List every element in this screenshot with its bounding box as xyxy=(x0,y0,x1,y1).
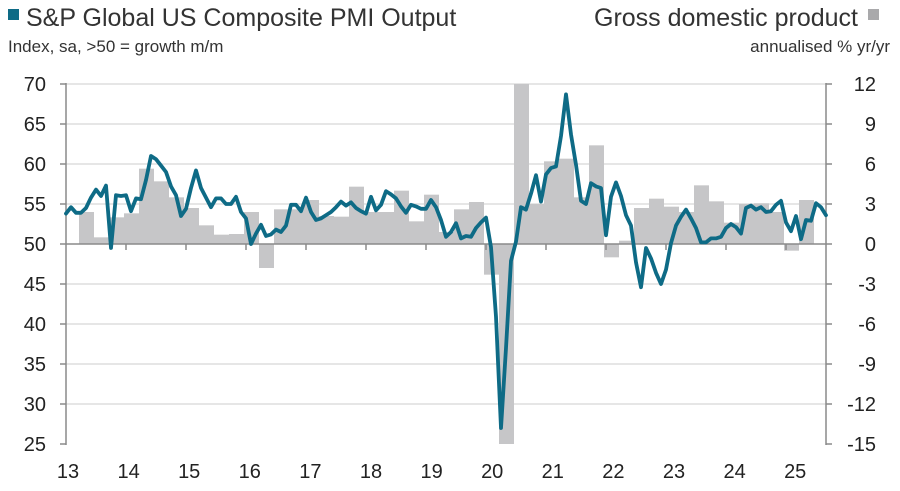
right-axis-subtitle: annualised % yr/yr xyxy=(750,37,890,56)
gdp-bar xyxy=(544,161,559,244)
right-y-tick-label: 9 xyxy=(865,114,876,136)
left-y-tick-label: 35 xyxy=(24,354,46,376)
left-y-tick-label: 50 xyxy=(24,234,46,256)
gdp-bar xyxy=(304,200,319,244)
gdp-bar xyxy=(709,201,724,244)
right-y-tick-label: -12 xyxy=(847,394,876,416)
left-y-tick-label: 25 xyxy=(24,434,46,456)
left-y-tick-label: 45 xyxy=(24,274,46,296)
left-y-tick-label: 55 xyxy=(24,194,46,216)
x-tick-label: 19 xyxy=(420,461,442,483)
gdp-bar xyxy=(124,213,139,244)
gdp-bar xyxy=(694,185,709,244)
x-tick-label: 15 xyxy=(178,461,200,483)
right-y-tick-label: -6 xyxy=(858,314,876,336)
x-tick-label: 21 xyxy=(542,461,564,483)
left-y-tick-label: 60 xyxy=(24,154,46,176)
right-y-tick-label: -9 xyxy=(858,354,876,376)
gdp-bar xyxy=(94,237,109,244)
x-tick-label: 25 xyxy=(784,461,806,483)
x-tick-label: 23 xyxy=(663,461,685,483)
gdp-bar xyxy=(514,84,529,244)
gdp-bar xyxy=(184,208,199,244)
gdp-bar xyxy=(784,244,799,251)
gdp-bar xyxy=(604,244,619,258)
x-tick-label: 13 xyxy=(57,461,79,483)
x-tick-label: 20 xyxy=(481,461,503,483)
left-y-tick-label: 40 xyxy=(24,314,46,336)
x-tick-label: 14 xyxy=(117,461,139,483)
right-y-tick-label: 3 xyxy=(865,194,876,216)
gdp-bar xyxy=(319,216,334,244)
right-y-tick-label: -15 xyxy=(847,434,876,456)
gdp-bar xyxy=(379,212,394,244)
gdp-bar xyxy=(349,186,364,244)
gdp-bar xyxy=(79,212,94,244)
gdp-bar xyxy=(199,225,214,244)
gdp-bar xyxy=(574,197,589,244)
gdp-bar xyxy=(334,216,349,244)
gdp-bar xyxy=(154,181,169,244)
gdp-bar xyxy=(529,204,544,244)
right-y-tick-label: 6 xyxy=(865,154,876,176)
left-y-tick-label: 30 xyxy=(24,394,46,416)
gdp-bar xyxy=(409,221,424,244)
x-tick-label: 18 xyxy=(360,461,382,483)
gdp-bar xyxy=(364,212,379,244)
pmi-line xyxy=(64,92,828,430)
legend-gdp-swatch xyxy=(868,9,879,20)
right-y-tick-label: 12 xyxy=(854,74,876,96)
gdp-bar xyxy=(229,234,244,244)
gdp-bar xyxy=(619,240,634,244)
legend-pmi-title: S&P Global US Composite PMI Output xyxy=(26,4,456,32)
gdp-bar xyxy=(634,208,649,244)
gdp-bar xyxy=(769,212,784,244)
right-y-tick-label: 0 xyxy=(865,234,876,256)
legend-pmi-swatch xyxy=(8,9,19,20)
left-axis-subtitle: Index, sa, >50 = growth m/m xyxy=(8,37,223,56)
gdp-bar xyxy=(589,145,604,244)
gdp-bar xyxy=(559,158,574,244)
gdp-bar xyxy=(649,198,664,244)
left-y-tick-label: 70 xyxy=(24,74,46,96)
legend-gdp-title: Gross domestic product xyxy=(594,4,858,32)
right-y-tick-label: -3 xyxy=(858,274,876,296)
x-tick-label: 24 xyxy=(723,461,745,483)
gdp-bar xyxy=(289,209,304,244)
gdp-bar xyxy=(259,244,274,268)
x-tick-label: 17 xyxy=(299,461,321,483)
x-tick-label: 22 xyxy=(602,461,624,483)
gdp-bar xyxy=(274,209,289,244)
left-y-tick-label: 65 xyxy=(24,114,46,136)
gdp-bar xyxy=(214,234,229,244)
x-tick-label: 16 xyxy=(239,461,261,483)
